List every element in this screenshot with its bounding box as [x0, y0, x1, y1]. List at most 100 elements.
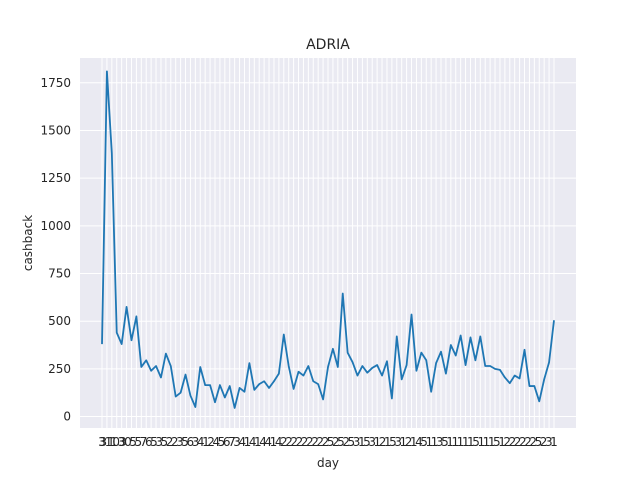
y-tick-label: 250 — [48, 362, 71, 376]
x-tick-label: 4 — [238, 435, 246, 449]
x-tick-label: 3 — [155, 435, 163, 449]
x-tick-label: 5 — [535, 435, 543, 449]
x-tick-label: 5 — [337, 435, 345, 449]
x-tick-label: 2 — [379, 435, 387, 449]
y-axis-label: cashback — [21, 215, 35, 271]
x-tick-label: 2 — [509, 435, 517, 449]
x-tick-label: 4 — [264, 435, 272, 449]
x-tick-label: 2 — [524, 435, 532, 449]
x-tick-label: 1 — [467, 435, 475, 449]
x-tick-label: 1 — [488, 435, 496, 449]
x-tick-label: 2 — [311, 435, 319, 449]
x-tick-label: 5 — [181, 435, 189, 449]
x-tick-label: 1 — [358, 435, 366, 449]
chart-title: ADRIA — [306, 37, 350, 53]
x-tick-label: 3 — [98, 435, 106, 449]
x-tick-label: 3 — [192, 435, 200, 449]
x-tick-label: 6 — [223, 435, 231, 449]
x-tick-label: 1 — [483, 435, 491, 449]
x-tick-label: 10 — [105, 435, 120, 449]
series-line — [101, 70, 555, 409]
x-axis-label: day — [317, 456, 339, 470]
y-tick-label: 1750 — [40, 76, 71, 90]
x-tick-label: 5 — [420, 435, 428, 449]
x-tick-label: 2 — [405, 435, 413, 449]
x-tick-label: 1 — [550, 435, 558, 449]
y-tick-label: 0 — [63, 410, 71, 424]
x-tick-label: 5 — [348, 435, 356, 449]
x-tick-label: 2 — [306, 435, 314, 449]
x-tick-label: 2 — [342, 435, 350, 449]
x-tick-label: 1 — [400, 435, 408, 449]
x-tick-label: 31 — [100, 435, 115, 449]
x-tick-label: 3 — [119, 435, 127, 449]
x-axis: 3311013305576535223563412456734141441422… — [98, 435, 558, 449]
y-tick-label: 1000 — [40, 219, 71, 233]
y-tick-label: 1500 — [40, 123, 71, 137]
x-tick-label: 1 — [384, 435, 392, 449]
x-tick-label: 1 — [498, 435, 506, 449]
x-tick-label: 2 — [171, 435, 179, 449]
x-tick-label: 5 — [327, 435, 335, 449]
x-tick-label: 4 — [259, 435, 267, 449]
x-tick-label: 2 — [540, 435, 548, 449]
x-tick-label: 2 — [322, 435, 330, 449]
x-tick-label: 1 — [462, 435, 470, 449]
x-tick-label: 3 — [233, 435, 241, 449]
x-tick-label: 5 — [150, 435, 158, 449]
x-tick-label: 2 — [529, 435, 537, 449]
x-tick-label: 5 — [129, 435, 137, 449]
y-tick-label: 750 — [48, 267, 71, 281]
x-tick-label: 5 — [389, 435, 397, 449]
x-tick-label: 13 — [110, 435, 125, 449]
x-tick-label: 2 — [503, 435, 511, 449]
y-tick-label: 1250 — [40, 171, 71, 185]
x-tick-label: 5 — [218, 435, 226, 449]
x-tick-label: 2 — [285, 435, 293, 449]
x-tick-label: 2 — [301, 435, 309, 449]
x-tick-label: 0 — [124, 435, 132, 449]
x-tick-label: 1 — [425, 435, 433, 449]
y-axis: 0 250 500 750 1000 1250 1500 1750 — [40, 76, 71, 424]
x-tick-label: 5 — [135, 435, 143, 449]
x-tick-label: 4 — [415, 435, 423, 449]
x-tick-label: 6 — [145, 435, 153, 449]
x-tick-label: 3 — [353, 435, 361, 449]
x-tick-label: 6 — [187, 435, 195, 449]
x-tick-label: 7 — [228, 435, 236, 449]
x-tick-label: 3 — [436, 435, 444, 449]
x-tick-label: 2 — [332, 435, 340, 449]
x-tick-label: 1 — [202, 435, 210, 449]
x-tick-label: 5 — [441, 435, 449, 449]
x-tick-label: 3 — [545, 435, 553, 449]
x-tick-label: 2 — [316, 435, 324, 449]
x-tick-label: 4 — [249, 435, 257, 449]
x-tick-label: 4 — [275, 435, 283, 449]
x-tick-label: 1 — [451, 435, 459, 449]
x-tick-label: 1 — [457, 435, 465, 449]
x-tick-label: 2 — [519, 435, 527, 449]
x-tick-label: 3 — [394, 435, 402, 449]
x-tick-label: 1 — [254, 435, 262, 449]
x-tick-label: 5 — [363, 435, 371, 449]
x-tick-label: 1 — [410, 435, 418, 449]
x-tick-label: 7 — [140, 435, 148, 449]
x-tick-label: 1 — [477, 435, 485, 449]
x-tick-label: 1 — [446, 435, 454, 449]
x-tick-label: 2 — [514, 435, 522, 449]
x-tick-label: 1 — [431, 435, 439, 449]
x-tick-label: 3 — [368, 435, 376, 449]
x-tick-label: 4 — [212, 435, 220, 449]
x-tick-label: 1 — [244, 435, 252, 449]
x-tick-label: 5 — [493, 435, 501, 449]
x-tick-label: 2 — [207, 435, 215, 449]
x-tick-label: 1 — [270, 435, 278, 449]
y-tick-label: 500 — [48, 314, 71, 328]
x-tick-label: 1 — [374, 435, 382, 449]
x-tick-label: 2 — [280, 435, 288, 449]
x-tick-label: 5 — [161, 435, 169, 449]
x-tick-label: 2 — [290, 435, 298, 449]
x-tick-label: 2 — [296, 435, 304, 449]
x-tick-label: 5 — [472, 435, 480, 449]
